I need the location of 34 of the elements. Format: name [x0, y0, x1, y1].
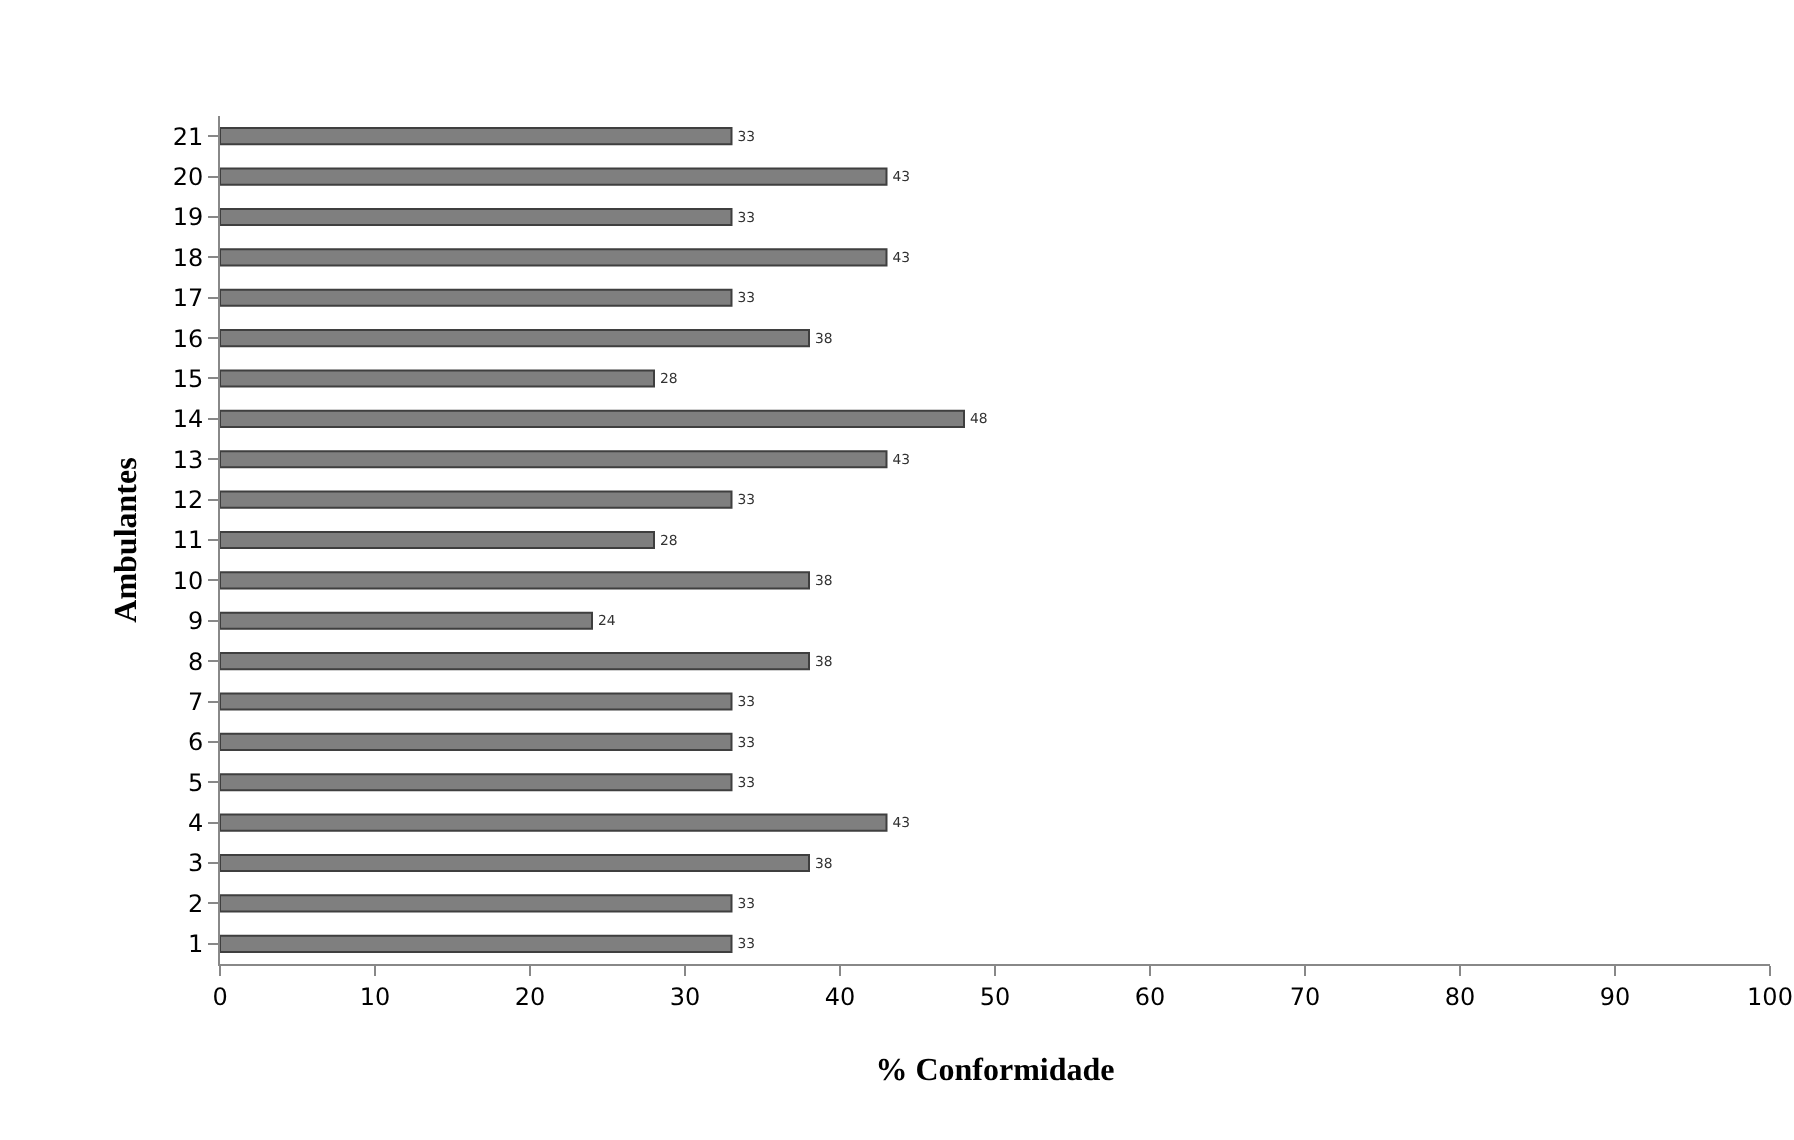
y-tick-label: 4 [187, 809, 204, 838]
y-tick-label: 7 [187, 687, 204, 716]
y-tick-label: 21 [172, 122, 204, 151]
y-tick-label: 15 [172, 364, 204, 393]
y-tick-label: 19 [172, 203, 204, 232]
y-tick-label: 6 [187, 728, 204, 757]
x-tick-label: 50 [979, 982, 1011, 1011]
y-tick-label: 8 [187, 647, 204, 676]
y-tick-label: 18 [172, 243, 204, 272]
x-tick-label: 100 [1747, 982, 1793, 1011]
x-tick-label: 90 [1599, 982, 1631, 1011]
x-tick-label: 80 [1444, 982, 1476, 1011]
x-tick-label: 70 [1289, 982, 1321, 1011]
y-tick-label: 14 [172, 405, 204, 434]
x-tick-label: 40 [824, 982, 856, 1011]
y-tick-label: 5 [187, 768, 204, 797]
y-tick-label: 10 [172, 566, 204, 595]
y-tick-label: 2 [187, 889, 204, 918]
x-axis-title: % Conformidade [875, 1054, 1115, 1088]
y-tick-label: 1 [187, 930, 204, 959]
y-tick-label: 13 [172, 445, 204, 474]
y-tick-label: 17 [172, 284, 204, 313]
y-tick-label: 20 [172, 162, 204, 191]
y-axis-title: Ambulantes [110, 457, 144, 623]
y-tick-label: 12 [172, 486, 204, 515]
x-tick-label: 0 [212, 982, 228, 1011]
x-tick-label: 60 [1134, 982, 1166, 1011]
x-tick-label: 10 [359, 982, 391, 1011]
y-tick-label: 11 [172, 526, 204, 555]
y-tick-label: 9 [187, 607, 204, 636]
y-tick-label: 3 [187, 849, 204, 878]
x-tick-label: 30 [669, 982, 701, 1011]
x-tick-label: 20 [514, 982, 546, 1011]
y-tick-label: 16 [172, 324, 204, 353]
